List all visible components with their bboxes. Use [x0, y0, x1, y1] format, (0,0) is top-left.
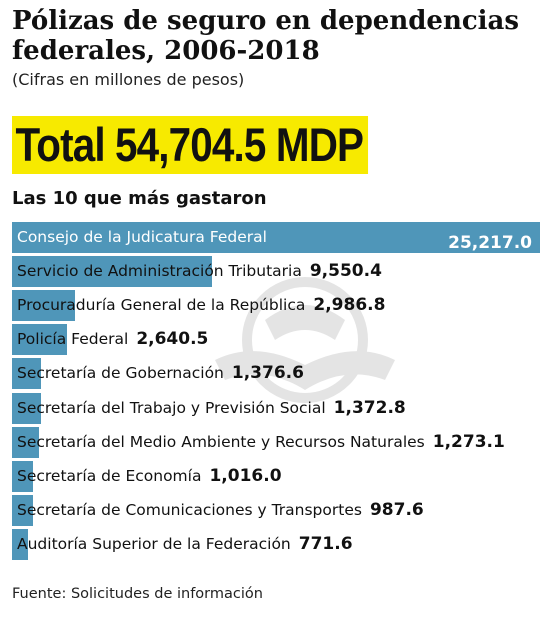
bar-label-5: Secretaría de Gobernación 1,376.6 [17, 358, 304, 389]
bar-label-10: Auditoría Superior de la Federación 771.6 [17, 529, 353, 560]
chart-subtitle: (Cifras en millones de pesos) [12, 70, 245, 89]
bar-5 [12, 358, 41, 390]
bar-10 [12, 528, 29, 560]
bar-7 [12, 426, 39, 458]
bar-label-7: Secretaría del Medio Ambiente y Recursos… [17, 427, 505, 458]
category-label: Servicio de Administración Tributaria [17, 262, 302, 281]
category-label: Secretaría de Comunicaciones y Transport… [17, 500, 362, 519]
bar-2 [12, 256, 212, 288]
category-label: Secretaría del Medio Ambiente y Recursos… [17, 432, 425, 451]
category-label: Secretaría de Economía [17, 466, 202, 485]
category-label: Secretaría del Trabajo y Previsión Socia… [17, 398, 326, 417]
value-label: 25,217.0 [448, 233, 532, 253]
category-label: Secretaría de Gobernación [17, 364, 224, 383]
bar-label-3: Procuraduría General de la República 2,98… [17, 290, 385, 321]
bar-1 [12, 222, 540, 253]
bar-label-8: Secretaría de Economía 1,016.0 [17, 461, 282, 492]
source-note: Fuente: Solicitudes de información [12, 586, 263, 602]
value-label: 1,016.0 [209, 465, 282, 486]
value-label: 771.6 [298, 533, 353, 554]
value-label: 2,986.8 [313, 295, 386, 316]
value-label: 987.6 [369, 499, 424, 520]
watermark-logo-icon [215, 277, 395, 403]
value-label: 1,372.8 [333, 397, 406, 418]
bar-6 [12, 392, 41, 424]
category-label: Procuraduría General de la República [17, 296, 306, 315]
bar-label-2: Servicio de Administración Tributaria 9,5… [17, 256, 382, 287]
value-label: 1,273.1 [432, 431, 505, 452]
bar-3 [12, 290, 75, 322]
section-heading: Las 10 que más gastaron [12, 188, 267, 209]
bar-label-4: Policía Federal 2,640.5 [17, 324, 208, 355]
value-label: 9,550.4 [309, 261, 382, 282]
bar-8 [12, 460, 34, 492]
value-label: 1,376.6 [231, 363, 304, 384]
bar-label-6: Secretaría del Trabajo y Previsión Socia… [17, 393, 406, 424]
bar-9 [12, 494, 33, 526]
category-label: Consejo de la Judicatura Federal [17, 228, 267, 246]
chart-title: Pólizas de seguro en dependencias federa… [12, 6, 520, 66]
value-label: 2,640.5 [136, 329, 209, 350]
bar-4 [12, 324, 68, 356]
category-label: Auditoría Superior de la Federación [17, 534, 291, 553]
total-banner: Total 54,704.5 MDP [12, 116, 369, 174]
bar-label-1: Consejo de la Judicatura Federal [17, 222, 267, 253]
category-label: Policía Federal [17, 330, 129, 349]
bar-label-9: Secretaría de Comunicaciones y Transport… [17, 495, 424, 526]
